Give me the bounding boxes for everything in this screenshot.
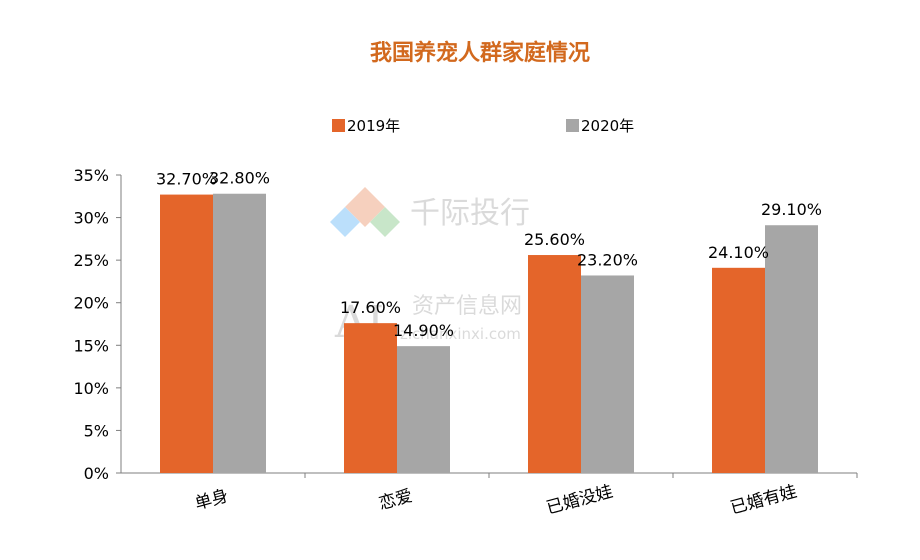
bar-2019 [712,267,765,473]
category-label: 恋爱 [376,485,414,514]
bar-2020 [213,193,266,473]
watermark-subtitle: 资产信息网 [412,294,522,319]
category-label: 已婚有娃 [728,482,799,519]
bar-2020 [397,346,450,473]
bar-2019 [528,255,581,473]
y-tick-label: 20% [73,294,109,313]
y-tick-label: 0% [84,464,109,483]
watermark: 千际投行 AI 资产信息网 zichanxinxi.com [330,187,530,348]
y-tick-label: 15% [73,336,109,355]
category-label: 单身 [193,486,231,514]
watermark-url: zichanxinxi.com [400,325,521,343]
data-label: 23.20% [577,250,638,269]
y-tick-label: 5% [84,421,109,440]
legend-label-2019: 2019年 [347,117,400,135]
category-label: 已婚没娃 [544,482,615,519]
data-label: 17.60% [340,298,401,317]
bar-2020 [581,275,634,473]
data-label: 32.70% [156,170,217,189]
legend-swatch-2019 [332,119,345,132]
legend: 2019年 2020年 [332,117,634,135]
chart-title: 我国养宠人群家庭情况 [370,40,590,66]
watermark-name: 千际投行 [410,196,530,231]
bars [160,193,818,473]
y-axis: 0% 5% 10% 15% 20% 25% 30% 35% [73,166,121,483]
data-label: 32.80% [209,169,270,188]
bar-2019 [344,323,397,473]
y-tick-label: 35% [73,166,109,185]
y-tick-label: 10% [73,379,109,398]
x-axis: 单身 恋爱 已婚没娃 已婚有娃 [193,473,858,519]
data-label: 24.10% [708,243,769,262]
y-tick-label: 25% [73,251,109,270]
y-tick-label: 30% [73,209,109,228]
watermark-logo-icon [330,187,400,237]
bar-2020 [765,225,818,473]
data-labels: 32.70%32.80% 17.60% 14.90% 25.60%23.20% 24.1… [156,169,822,340]
legend-label-2020: 2020年 [581,117,634,135]
data-label: 25.60% [524,230,585,249]
legend-swatch-2020 [566,119,579,132]
data-label: 29.10% [761,200,822,219]
bar-2019 [160,194,213,473]
data-label: 14.90% [393,321,454,340]
